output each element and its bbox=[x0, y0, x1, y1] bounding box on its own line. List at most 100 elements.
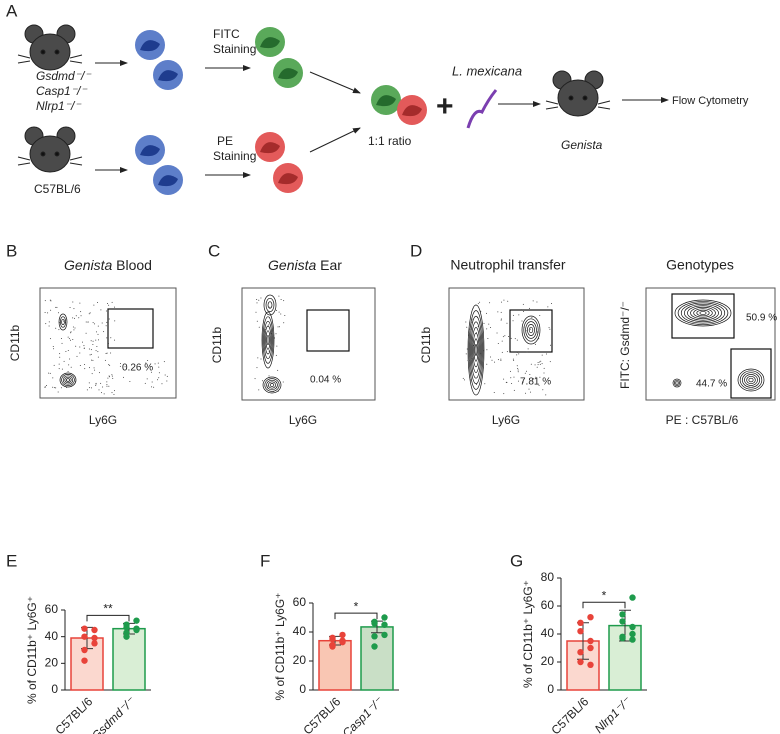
data-point bbox=[619, 611, 626, 618]
event-dot bbox=[510, 337, 512, 339]
event-dot bbox=[88, 313, 90, 315]
event-dot bbox=[266, 385, 268, 387]
contour bbox=[468, 310, 484, 390]
event-dot bbox=[55, 306, 57, 308]
stain: Staining bbox=[213, 149, 256, 163]
contour bbox=[677, 301, 729, 325]
contour bbox=[265, 330, 271, 350]
event-dot bbox=[58, 322, 60, 324]
event-dot bbox=[497, 342, 499, 344]
event-dot bbox=[513, 359, 515, 361]
contour bbox=[58, 313, 68, 331]
event-dot bbox=[56, 306, 58, 308]
y-axis-label: CD11b bbox=[210, 326, 224, 363]
event-dot bbox=[256, 320, 258, 322]
event-dot bbox=[524, 339, 526, 341]
x-axis-label: Ly6G bbox=[89, 413, 117, 427]
data-point bbox=[329, 636, 336, 643]
event-dot bbox=[97, 301, 99, 303]
event-dot bbox=[100, 382, 102, 384]
contour bbox=[265, 297, 275, 313]
contour bbox=[59, 372, 77, 388]
event-dot bbox=[72, 326, 74, 328]
contour bbox=[263, 320, 273, 360]
data-point bbox=[629, 594, 636, 601]
contour bbox=[261, 311, 275, 369]
parasite: L. mexicana bbox=[452, 63, 522, 78]
event-dot bbox=[506, 322, 508, 324]
event-dot bbox=[75, 315, 77, 317]
event-dot bbox=[505, 381, 507, 383]
event-dot bbox=[466, 348, 468, 350]
event-dot bbox=[278, 326, 280, 328]
event-dot bbox=[108, 304, 110, 306]
event-dot bbox=[95, 331, 97, 333]
contour bbox=[62, 375, 74, 385]
event-dot bbox=[273, 337, 275, 339]
event-dot bbox=[278, 295, 280, 297]
event-dot bbox=[94, 323, 96, 325]
event-dot bbox=[534, 364, 536, 366]
flow-title: Genista Ear bbox=[268, 257, 342, 273]
gate-percent: 44.7 % bbox=[696, 379, 727, 390]
event-dot bbox=[59, 356, 61, 358]
event-dot bbox=[269, 306, 271, 308]
event-dot bbox=[491, 359, 493, 361]
event-dot bbox=[501, 351, 503, 353]
y-tick-label: 20 bbox=[541, 654, 555, 668]
event-dot bbox=[484, 383, 486, 385]
event-dot bbox=[72, 339, 74, 341]
gate-percent: 7.81 % bbox=[520, 377, 551, 388]
event-dot bbox=[146, 378, 148, 380]
event-dot bbox=[97, 351, 99, 353]
event-dot bbox=[509, 370, 511, 372]
event-dot bbox=[475, 332, 477, 334]
event-dot bbox=[44, 312, 46, 314]
event-dot bbox=[476, 317, 478, 319]
event-dot bbox=[70, 332, 72, 334]
y-tick-label: 0 bbox=[51, 682, 58, 696]
event-dot bbox=[87, 321, 89, 323]
event-dot bbox=[84, 368, 86, 370]
data-point bbox=[371, 620, 378, 627]
contour bbox=[262, 376, 282, 394]
event-dot bbox=[79, 346, 81, 348]
event-dot bbox=[480, 310, 482, 312]
event-dot bbox=[511, 383, 513, 385]
event-dot bbox=[106, 321, 108, 323]
event-dot bbox=[485, 312, 487, 314]
event-dot bbox=[70, 339, 72, 341]
event-dot bbox=[49, 338, 51, 340]
event-dot bbox=[490, 327, 492, 329]
panel-label: E bbox=[6, 551, 17, 570]
contour bbox=[61, 318, 65, 326]
flow-title-italic: Genista bbox=[64, 257, 112, 273]
event-dot bbox=[48, 321, 50, 323]
event-dot bbox=[166, 375, 168, 377]
contour bbox=[263, 294, 277, 316]
event-dot bbox=[95, 383, 97, 385]
event-dot bbox=[157, 379, 159, 381]
event-dot bbox=[114, 306, 116, 308]
event-dot bbox=[516, 365, 518, 367]
event-dot bbox=[518, 314, 520, 316]
event-dot bbox=[501, 301, 503, 303]
event-dot bbox=[503, 393, 505, 395]
event-dot bbox=[475, 383, 477, 385]
contour bbox=[473, 338, 479, 362]
event-dot bbox=[70, 331, 72, 333]
event-dot bbox=[270, 333, 272, 335]
event-dot bbox=[157, 362, 159, 364]
event-dot bbox=[536, 301, 538, 303]
event-dot bbox=[57, 391, 59, 393]
event-dot bbox=[106, 352, 108, 354]
event-dot bbox=[69, 358, 71, 360]
event-dot bbox=[106, 385, 108, 387]
contour bbox=[746, 375, 756, 385]
event-dot bbox=[83, 345, 85, 347]
event-dot bbox=[470, 379, 472, 381]
event-dot bbox=[276, 309, 278, 311]
significance-bracket bbox=[334, 612, 378, 620]
event-dot bbox=[551, 303, 553, 305]
event-dot bbox=[100, 309, 102, 311]
